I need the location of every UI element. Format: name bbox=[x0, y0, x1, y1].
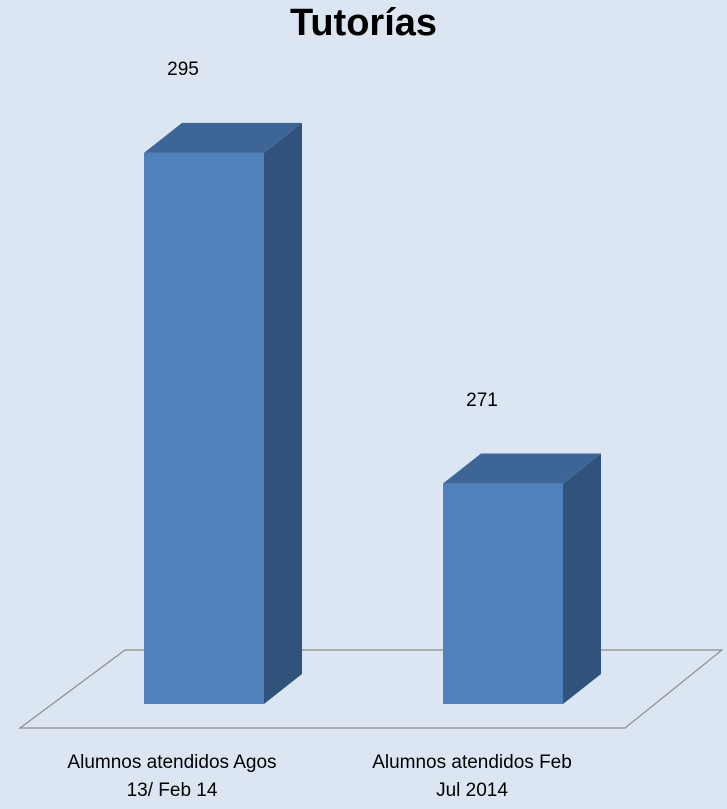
chart-title: Tutorías bbox=[289, 2, 438, 44]
category-label: Alumnos atendidos Feb Jul 2014 bbox=[322, 749, 622, 805]
bar bbox=[144, 122, 302, 704]
bar bbox=[443, 453, 601, 704]
category-label-line: Jul 2014 bbox=[436, 780, 508, 801]
chart-floor bbox=[18, 649, 724, 729]
category-label-line: Alumnos atendidos Agos bbox=[67, 752, 277, 773]
bar-front bbox=[443, 483, 563, 704]
category-label: Alumnos atendidos Agos 13/ Feb 14 bbox=[22, 749, 322, 805]
bar-top bbox=[443, 453, 601, 484]
bar-top bbox=[144, 122, 302, 153]
category-label-line: 13/ Feb 14 bbox=[126, 780, 218, 801]
data-label: 271 bbox=[466, 389, 498, 411]
data-label: 295 bbox=[167, 58, 199, 80]
bar-side bbox=[563, 453, 601, 704]
bar-side bbox=[264, 122, 302, 704]
bar-front bbox=[144, 152, 264, 704]
category-label-line: Alumnos atendidos Feb bbox=[372, 752, 572, 773]
